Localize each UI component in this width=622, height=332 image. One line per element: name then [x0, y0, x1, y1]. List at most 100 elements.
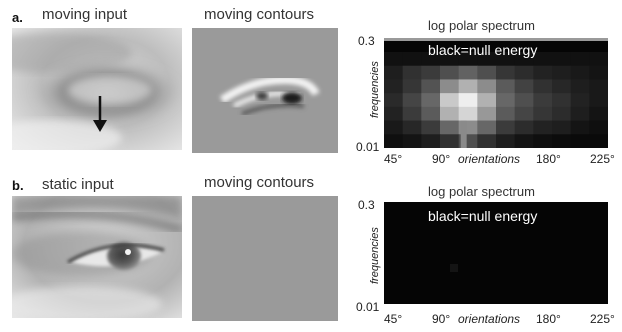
- spectrum-cell: [552, 52, 572, 67]
- spectrum-cell: [384, 134, 404, 148]
- spectrum-cell: [552, 134, 572, 148]
- panel-b-contours-title: moving contours: [204, 174, 315, 191]
- spectrum-cell: [514, 134, 534, 148]
- spectrum-top-band: [384, 38, 608, 41]
- spectrum-cell: [552, 93, 572, 108]
- spectrum-cell: [496, 106, 516, 122]
- panel-a-x-tick-45: 45°: [384, 152, 403, 166]
- spectrum-cell: [477, 93, 497, 108]
- spectrum-cell: [384, 52, 404, 67]
- spectrum-cell: [533, 79, 553, 94]
- spectrum-cell: [477, 52, 497, 67]
- spectrum-cell: [477, 120, 497, 135]
- spectrum-cell: [496, 134, 516, 148]
- spectrum-cell: [421, 65, 441, 80]
- spectrum-cell: [421, 52, 441, 67]
- spectrum-cell: [589, 106, 608, 122]
- spectrum-cell: [440, 65, 460, 80]
- panel-a-x-axis-label: orientations: [458, 152, 521, 166]
- panel-b-spectrum-faint-cell: [450, 264, 458, 272]
- panel-b-moving-contours-image: [192, 196, 338, 321]
- spectrum-cell: [570, 106, 590, 122]
- spectrum-cell: [496, 120, 516, 135]
- spectrum-cell: [533, 120, 553, 135]
- panel-a-y-tick-top: 0.3: [358, 34, 375, 48]
- spectrum-cell: [384, 79, 404, 94]
- panel-b-input-title: static input: [42, 176, 114, 193]
- spectrum-cell: [477, 106, 497, 122]
- panel-b-x-axis-label: orientations: [458, 312, 521, 326]
- spectrum-cell: [440, 134, 460, 148]
- spectrum-cell: [496, 52, 516, 67]
- spectrum-cell: [402, 120, 422, 135]
- spectrum-cell: [514, 52, 534, 67]
- spectrum-cell: [421, 79, 441, 94]
- spectrum-streak: [460, 120, 467, 148]
- spectrum-cell: [552, 65, 572, 80]
- spectrum-cell: [458, 65, 478, 80]
- spectrum-cell: [514, 79, 534, 94]
- panel-b-x-tick-45: 45°: [384, 312, 403, 326]
- panel-a-legend-note: black=null energy: [428, 42, 538, 58]
- spectrum-cell: [440, 79, 460, 94]
- panel-a-y-axis-label: frequencies: [369, 61, 381, 118]
- spectrum-cell: [514, 120, 534, 135]
- spectrum-cell: [514, 65, 534, 80]
- spectrum-cell: [421, 93, 441, 108]
- panel-b-static-input-image: [12, 196, 182, 318]
- spectrum-cell: [514, 93, 534, 108]
- spectrum-cell: [496, 79, 516, 94]
- spectrum-cell: [589, 52, 608, 67]
- spectrum-cell: [384, 120, 404, 135]
- spectrum-cell: [458, 106, 478, 122]
- spectrum-cell: [384, 106, 404, 122]
- spectrum-cell: [533, 106, 553, 122]
- spectrum-cell: [552, 106, 572, 122]
- spectrum-cell: [440, 106, 460, 122]
- panel-b-x-tick-225: 225°: [590, 312, 615, 326]
- spectrum-cell: [477, 65, 497, 80]
- spectrum-cell: [552, 79, 572, 94]
- panel-a-spectrum-title: log polar spectrum: [428, 18, 535, 33]
- panel-b-spectrum-title: log polar spectrum: [428, 184, 535, 199]
- panel-a-spectrum-plot: [384, 38, 608, 148]
- panel-a-contours-title: moving contours: [204, 6, 315, 23]
- panel-a-x-tick-225: 225°: [590, 152, 615, 166]
- spectrum-cell: [570, 120, 590, 135]
- spectrum-cell: [402, 106, 422, 122]
- spectrum-cell: [458, 52, 478, 67]
- spectrum-cell: [440, 52, 460, 67]
- panel-b-y-axis-label: frequencies: [369, 227, 381, 284]
- panel-a-x-tick-90: 90°: [432, 152, 451, 166]
- arrow-down-icon: [93, 96, 107, 132]
- spectrum-cell: [533, 134, 553, 148]
- spectrum-cell: [477, 79, 497, 94]
- panel-b-spectrum-plot: [384, 202, 608, 304]
- spectrum-cell: [570, 65, 590, 80]
- panel-a-y-tick-bottom: 0.01: [356, 140, 380, 154]
- spectrum-cell: [477, 134, 497, 148]
- spectrum-cell: [421, 106, 441, 122]
- panel-b-y-tick-bottom: 0.01: [356, 300, 380, 314]
- panel-b-x-tick-180: 180°: [536, 312, 561, 326]
- spectrum-cell: [533, 93, 553, 108]
- spectrum-cell: [533, 65, 553, 80]
- spectrum-cell: [440, 93, 460, 108]
- panel-a-x-tick-180: 180°: [536, 152, 561, 166]
- panel-b-y-tick-top: 0.3: [358, 198, 375, 212]
- spectrum-cell: [589, 93, 608, 108]
- spectrum-cell: [570, 134, 590, 148]
- spectrum-cell: [589, 65, 608, 80]
- spectrum-cell: [589, 120, 608, 135]
- spectrum-cell: [384, 93, 404, 108]
- spectrum-cell: [570, 93, 590, 108]
- spectrum-cell: [552, 120, 572, 135]
- spectrum-cell: [570, 79, 590, 94]
- spectrum-cell: [589, 134, 608, 148]
- spectrum-cell: [458, 93, 478, 108]
- panel-a-letter: a.: [12, 10, 23, 25]
- spectrum-cell: [402, 134, 422, 148]
- spectrum-cell: [570, 52, 590, 67]
- spectrum-cell: [402, 65, 422, 80]
- spectrum-cell: [440, 120, 460, 135]
